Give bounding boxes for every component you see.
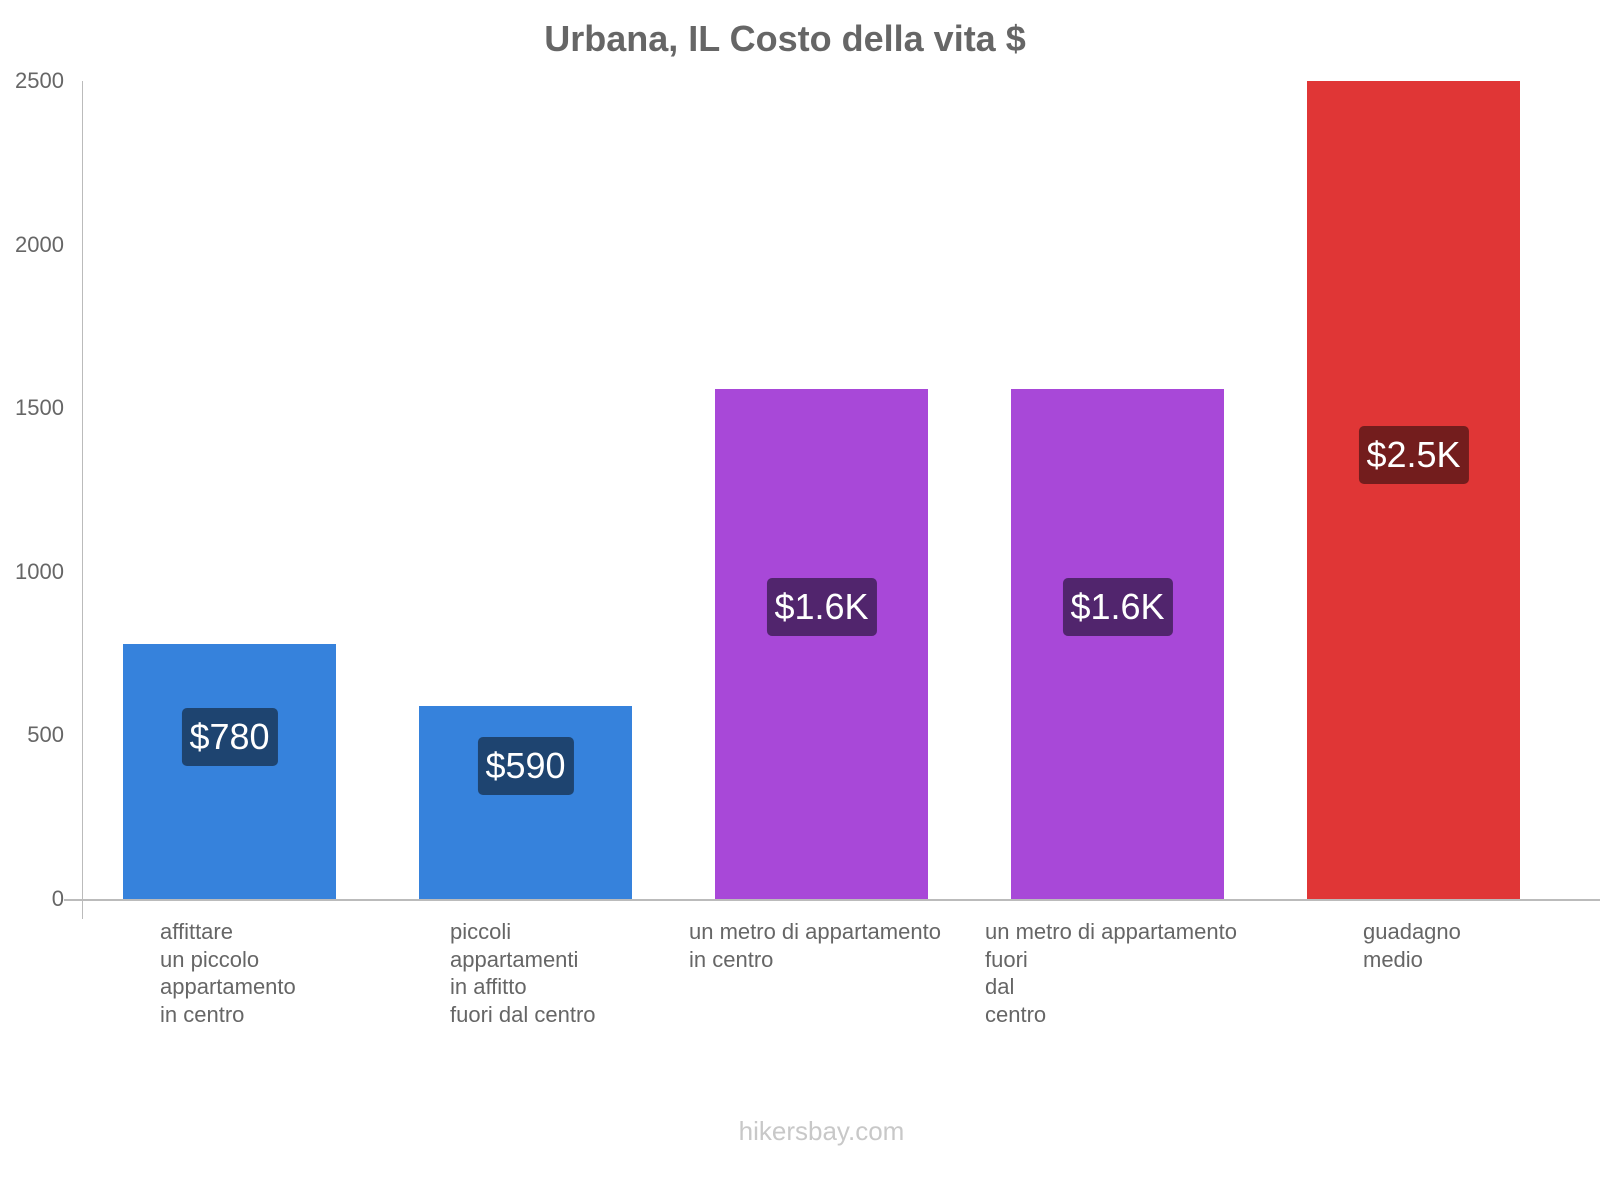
y-tick-label: 1500	[15, 395, 64, 421]
bar	[715, 388, 928, 899]
y-tick-label: 2500	[15, 68, 64, 93]
bar	[419, 705, 632, 899]
y-tick-label: 0	[51, 886, 64, 911]
x-category-label: un metro di appartamento in centro	[689, 919, 941, 972]
y-axis-line	[82, 81, 83, 919]
y-tick-mark	[64, 899, 82, 900]
bar-value-label: $590	[477, 737, 574, 795]
x-category-label: guadagno medio	[1363, 919, 1461, 972]
x-category-label: affittare un piccolo appartamento in cen…	[160, 919, 296, 1027]
y-tick-label: 2000	[15, 231, 64, 257]
x-axis-line	[64, 899, 1600, 901]
bar-value-label: $2.5K	[1358, 426, 1469, 484]
bar-value-label: $780	[181, 708, 278, 766]
bar	[123, 643, 336, 899]
bar	[1011, 388, 1224, 899]
bar-value-label: $1.6K	[1062, 578, 1173, 636]
y-tick-label: 500	[27, 722, 64, 748]
chart-title: Urbana, IL Costo della vita $	[544, 18, 1026, 59]
bar	[1307, 81, 1520, 899]
x-category-label: piccoli appartamenti in affitto fuori da…	[450, 919, 596, 1027]
watermark-link[interactable]: hikersbay.com	[738, 1116, 905, 1146]
x-category-label: un metro di appartamento fuori dal centr…	[985, 919, 1237, 1027]
bar-value-label: $1.6K	[766, 578, 877, 636]
y-tick-label: 1000	[15, 558, 64, 584]
